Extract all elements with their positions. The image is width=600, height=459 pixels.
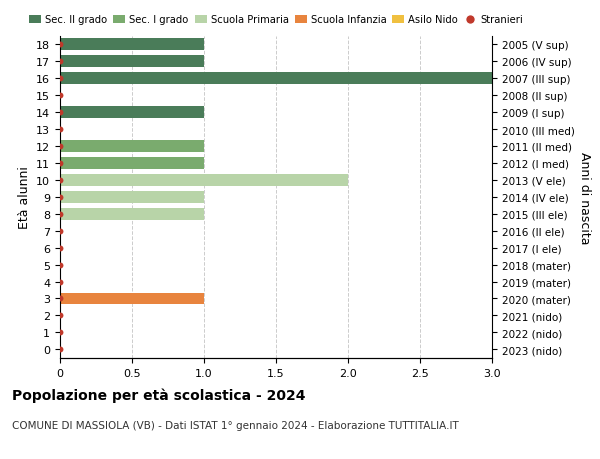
Point <box>55 160 65 167</box>
Point <box>55 41 65 49</box>
Y-axis label: Età alunni: Età alunni <box>17 166 31 229</box>
Point <box>55 278 65 285</box>
Text: Popolazione per età scolastica - 2024: Popolazione per età scolastica - 2024 <box>12 388 305 403</box>
Point <box>55 126 65 134</box>
Point <box>55 143 65 150</box>
Bar <box>60 293 204 305</box>
Bar <box>60 73 492 85</box>
Point <box>55 75 65 83</box>
Bar <box>60 56 204 68</box>
Bar <box>60 39 204 51</box>
Bar <box>60 141 204 152</box>
Point <box>55 194 65 201</box>
Point <box>55 245 65 252</box>
Point <box>55 295 65 302</box>
Point <box>55 109 65 117</box>
Point <box>55 312 65 319</box>
Point <box>55 329 65 336</box>
Text: COMUNE DI MASSIOLA (VB) - Dati ISTAT 1° gennaio 2024 - Elaborazione TUTTITALIA.I: COMUNE DI MASSIOLA (VB) - Dati ISTAT 1° … <box>12 420 459 430</box>
Point <box>55 92 65 100</box>
Point <box>55 261 65 269</box>
Bar <box>60 191 204 203</box>
Legend: Sec. II grado, Sec. I grado, Scuola Primaria, Scuola Infanzia, Asilo Nido, Stran: Sec. II grado, Sec. I grado, Scuola Prim… <box>29 15 523 25</box>
Point <box>55 58 65 66</box>
Y-axis label: Anni di nascita: Anni di nascita <box>578 151 591 244</box>
Bar <box>60 208 204 220</box>
Bar <box>60 107 204 119</box>
Point <box>55 211 65 218</box>
Point <box>55 346 65 353</box>
Point <box>55 228 65 235</box>
Bar <box>60 157 204 169</box>
Point <box>55 177 65 184</box>
Bar <box>60 174 348 186</box>
